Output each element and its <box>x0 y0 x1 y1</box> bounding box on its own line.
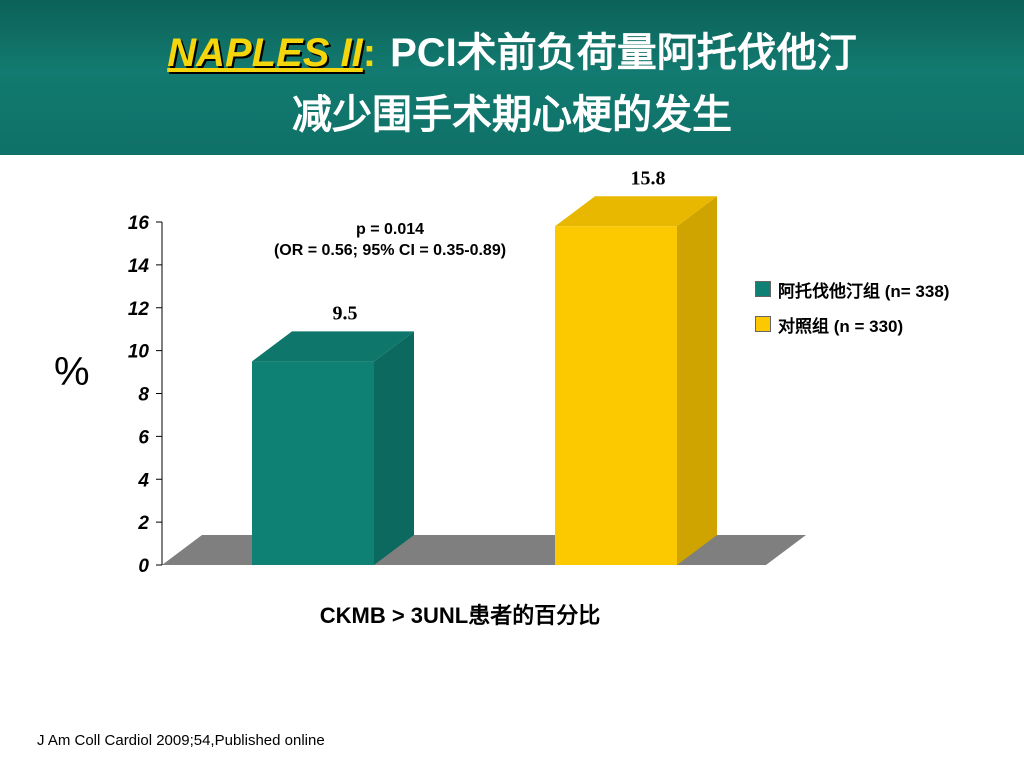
y-tick-label: 6 <box>138 427 149 448</box>
data-label: 15.8 <box>631 167 666 189</box>
data-label: 9.5 <box>333 302 358 324</box>
bar <box>555 226 677 565</box>
title-colon: : <box>362 31 377 75</box>
y-tick-label: 2 <box>137 513 149 534</box>
bar-side <box>677 196 717 565</box>
title-banner: NAPLES II: PCI术前负荷量阿托伐他汀 减少围手术期心梗的发生 <box>0 0 1024 155</box>
y-axis-label: % <box>54 350 90 394</box>
y-tick-label: 8 <box>138 385 149 406</box>
page-title-line-1: NAPLES II: PCI术前负荷量阿托伐他汀 <box>0 20 1024 78</box>
y-tick-label: 10 <box>128 342 150 363</box>
y-tick-label: 16 <box>128 213 150 234</box>
p-value: p = 0.014 <box>355 221 425 238</box>
trial-name: NAPLES II <box>167 31 363 75</box>
page-title-line-2: 减少围手术期心梗的发生 <box>292 93 732 137</box>
y-tick-label: 0 <box>138 556 149 577</box>
y-tick-label: 12 <box>128 299 150 320</box>
odds-ratio: (OR = 0.56; 95% CI = 0.35-0.89) <box>273 242 507 259</box>
legend: 阿托伐他汀组 (n= 338) 对照组 (n = 330) <box>755 276 949 346</box>
statistics-annotation: p = 0.014 (OR = 0.56; 95% CI = 0.35-0.89… <box>230 219 550 261</box>
legend-swatch-control <box>755 316 771 332</box>
title-text-1: PCI术前负荷量阿托伐他汀 <box>390 31 857 75</box>
legend-label-atorvastatin: 阿托伐他汀组 (n= 338) <box>778 281 950 301</box>
legend-label-control: 对照组 (n = 330) <box>778 316 904 336</box>
x-axis-label: CKMB > 3UNL患者的百分比 <box>319 603 601 628</box>
legend-swatch-atorvastatin <box>755 281 771 297</box>
y-tick-label: 4 <box>137 470 149 491</box>
y-tick-label: 14 <box>128 256 150 277</box>
legend-item-control: 对照组 (n = 330) <box>755 311 949 337</box>
bar-top <box>555 196 717 227</box>
bar <box>252 361 374 565</box>
legend-item-atorvastatin: 阿托伐他汀组 (n= 338) <box>755 276 949 302</box>
bar-top <box>252 331 414 362</box>
citation: J Am Coll Cardiol 2009;54,Published onli… <box>37 732 325 749</box>
bar-side <box>374 331 414 565</box>
